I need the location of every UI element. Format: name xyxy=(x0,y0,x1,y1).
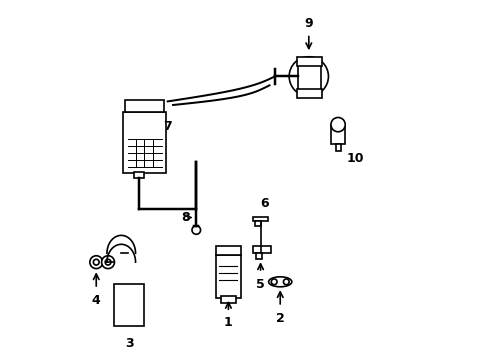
Text: 7: 7 xyxy=(163,120,172,133)
Bar xyxy=(216,255,241,298)
Bar xyxy=(330,125,345,144)
Text: 10: 10 xyxy=(346,152,363,165)
Circle shape xyxy=(102,256,114,269)
Circle shape xyxy=(330,117,345,132)
Bar xyxy=(335,144,340,152)
Text: 2: 2 xyxy=(275,312,284,325)
Bar xyxy=(253,217,268,221)
Bar xyxy=(255,221,260,226)
Bar xyxy=(253,246,271,253)
Text: 8: 8 xyxy=(181,211,189,224)
Circle shape xyxy=(288,57,328,96)
Bar xyxy=(297,57,322,66)
Text: 3: 3 xyxy=(125,337,134,350)
Circle shape xyxy=(283,279,288,285)
Text: 4: 4 xyxy=(92,294,101,307)
Bar xyxy=(216,246,241,255)
Bar xyxy=(221,296,235,303)
Circle shape xyxy=(90,256,102,269)
Circle shape xyxy=(192,226,200,234)
Bar xyxy=(255,253,262,259)
Bar xyxy=(124,100,164,112)
Circle shape xyxy=(93,259,99,265)
Bar xyxy=(297,89,322,98)
Text: 6: 6 xyxy=(259,197,268,210)
Text: 9: 9 xyxy=(304,17,312,30)
Bar xyxy=(123,112,165,173)
Bar xyxy=(134,172,144,178)
Ellipse shape xyxy=(268,277,291,287)
Text: 5: 5 xyxy=(256,278,264,291)
Text: 1: 1 xyxy=(224,316,232,329)
Circle shape xyxy=(105,259,111,265)
Circle shape xyxy=(271,279,276,285)
Bar xyxy=(114,284,144,327)
Bar xyxy=(298,62,321,91)
